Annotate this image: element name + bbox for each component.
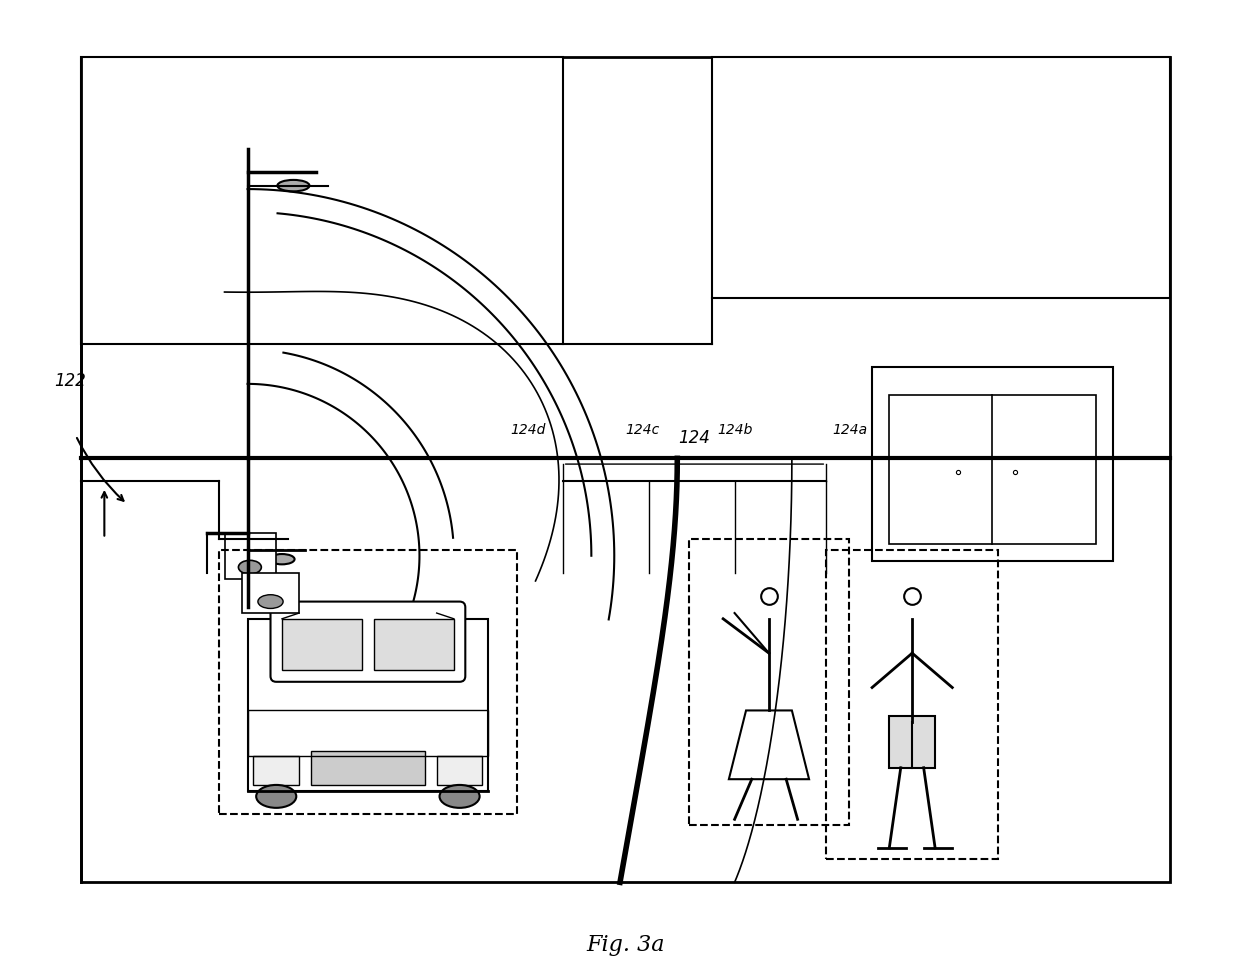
Text: 124d: 124d [510, 423, 546, 436]
Bar [224, 533, 277, 579]
FancyBboxPatch shape [270, 602, 465, 682]
Bar [242, 573, 299, 613]
Bar [248, 710, 489, 756]
Bar [82, 57, 1171, 882]
Bar [248, 618, 489, 791]
Bar [373, 618, 454, 670]
Bar [712, 57, 1171, 298]
Ellipse shape [257, 785, 296, 807]
Bar [281, 618, 362, 670]
Ellipse shape [439, 785, 480, 807]
Ellipse shape [258, 595, 283, 609]
Polygon shape [729, 710, 808, 779]
Bar [82, 57, 563, 344]
Text: 124b: 124b [717, 423, 753, 436]
Bar [889, 395, 1096, 544]
Text: Fig. 3a: Fig. 3a [587, 934, 665, 956]
Bar [872, 366, 1112, 561]
Bar [310, 751, 425, 785]
Bar [688, 539, 849, 825]
Bar [253, 756, 299, 785]
Ellipse shape [278, 180, 310, 191]
Ellipse shape [238, 560, 262, 574]
Bar [436, 756, 482, 785]
Bar [826, 550, 998, 859]
Text: 124a: 124a [832, 423, 867, 436]
Text: 122: 122 [55, 372, 86, 390]
Text: 124: 124 [678, 429, 711, 447]
Ellipse shape [269, 554, 295, 564]
Bar [889, 716, 935, 768]
Text: 124c: 124c [626, 423, 660, 436]
Bar [219, 550, 517, 813]
